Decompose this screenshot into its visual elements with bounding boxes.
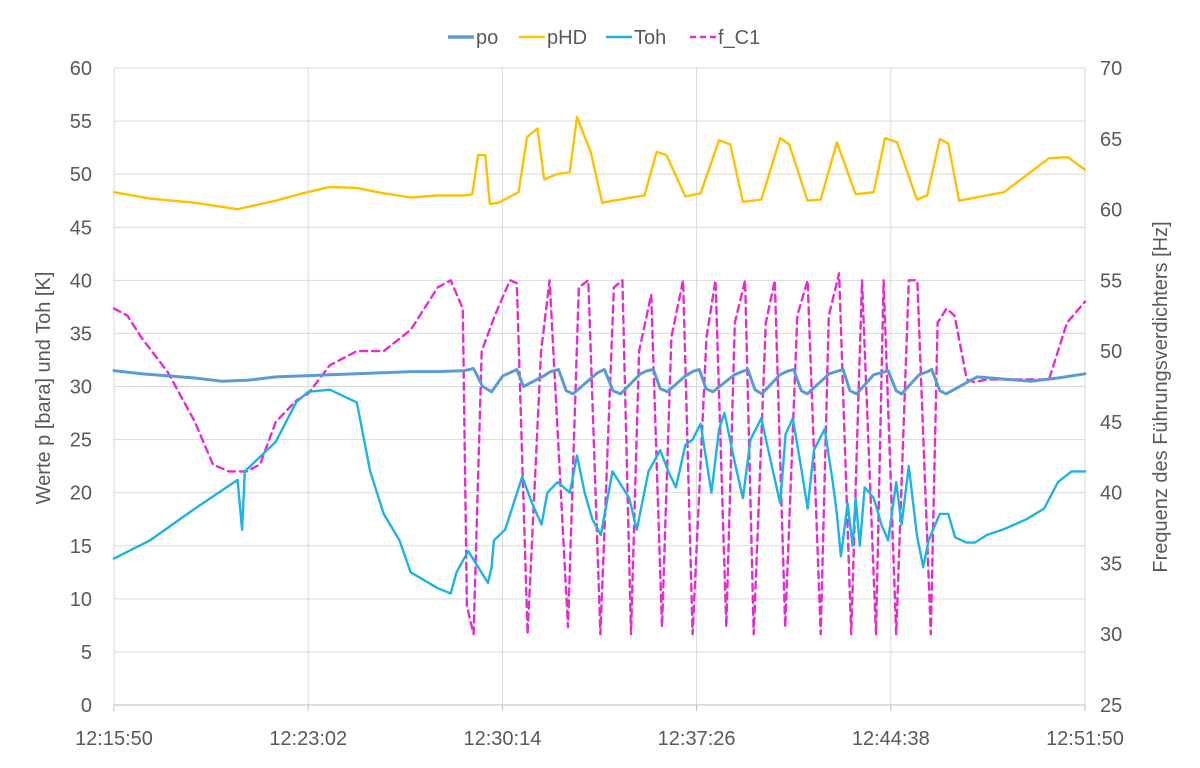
series-line-Toh <box>112 388 1087 595</box>
y-right-tick-label: 65 <box>1100 129 1122 151</box>
x-tick-label: 12:23:02 <box>269 728 347 750</box>
y-left-tick-label: 35 <box>70 323 92 345</box>
y-right-tick-label: 70 <box>1100 58 1122 80</box>
x-tick-label: 12:37:26 <box>658 728 736 750</box>
x-tick-label: 12:51:50 <box>1046 728 1124 750</box>
x-tick-label: 12:30:14 <box>463 728 541 750</box>
y-left-tick-label: 20 <box>70 483 92 505</box>
y-left-tick-label: 15 <box>70 536 92 558</box>
series-line-po <box>112 367 1087 396</box>
y-left-tick-label: 50 <box>70 164 92 186</box>
series-line-f_C1 <box>112 272 1087 636</box>
y-left-tick-label: 10 <box>70 589 92 611</box>
y-right-tick-label: 30 <box>1100 624 1122 646</box>
gridlines <box>113 67 1086 705</box>
y-right-tick-label: 25 <box>1100 695 1122 717</box>
legend-label-po: po <box>476 27 498 49</box>
y-left-tick-label: 30 <box>70 377 92 399</box>
legend-label-pHD: pHD <box>547 27 587 49</box>
legend-label-f_C1: f_C1 <box>718 27 760 49</box>
y-right-tick-label: 55 <box>1100 270 1122 292</box>
y-left-tick-label: 45 <box>70 217 92 239</box>
legend-label-Toh: Toh <box>634 27 666 49</box>
x-tick-label: 12:15:50 <box>75 728 153 750</box>
y-axis-left-title: Werte p [bara] und Toh [K] <box>33 272 55 505</box>
y-right-tick-label: 50 <box>1100 341 1122 363</box>
y-left-tick-label: 60 <box>70 58 92 80</box>
axes: 0 5 10 15 20 25 30 35 40 45 50 55 60 25 30 35 40 45 50 55 60… <box>70 58 1124 750</box>
y-right-tick-label: 40 <box>1100 483 1122 505</box>
y-left-tick-label: 25 <box>70 430 92 452</box>
x-tick-label: 12:44:38 <box>852 728 930 750</box>
plot-area <box>112 115 1087 636</box>
y-right-tick-label: 60 <box>1100 200 1122 222</box>
y-left-tick-label: 40 <box>70 270 92 292</box>
y-left-tick-label: 5 <box>81 642 92 664</box>
legend: po pHD Toh f_C1 <box>448 27 760 49</box>
y-right-tick-label: 35 <box>1100 553 1122 575</box>
y-right-tick-label: 45 <box>1100 412 1122 434</box>
y-left-tick-label: 0 <box>81 695 92 717</box>
y-axis-right-title: Frequenz des Führungsverdichters [Hz] <box>1150 221 1172 572</box>
y-left-tick-label: 55 <box>70 111 92 133</box>
series-line-pHD <box>112 115 1087 211</box>
